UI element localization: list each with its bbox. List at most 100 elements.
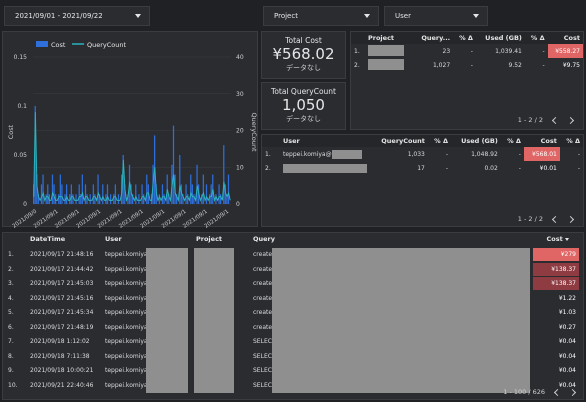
table-row[interactable]: 5. 2021/09/17 21:45:34 teppei.komiyat creat… [3, 306, 583, 321]
col-datetime[interactable]: DateTime [30, 235, 66, 243]
cost-bar [42, 174, 44, 204]
table-row[interactable]: 8. 2021/09/18 7:11:38 teppei.komiyat SELECT… [3, 350, 583, 365]
col-used-gb[interactable]: Used (GB) [485, 34, 522, 42]
y-tick-right: 20 [236, 128, 244, 135]
pct-cell: - [445, 150, 448, 158]
user-filter[interactable]: User [384, 6, 488, 26]
legend-cost-label: Cost [51, 41, 66, 49]
user-cell: teppei.komiyat [105, 338, 146, 345]
datetime-cell: 2021/09/18 10:00:21 [30, 367, 94, 374]
col-pct-delta[interactable]: % Δ [530, 34, 545, 42]
row-index: 1. [354, 47, 360, 55]
next-page-icon[interactable] [566, 116, 575, 124]
col-project[interactable]: Project [368, 34, 395, 42]
total-cost-card: Total Cost ¥568.02 データなし [261, 31, 346, 79]
table-row[interactable]: 1. teppei.komiya@ 1,033 - 1,048.92 - ¥56… [262, 147, 583, 161]
row-index: 1. [8, 251, 14, 258]
total-cost-value: ¥568.02 [272, 45, 335, 63]
table-row[interactable]: 2. 2021/09/17 21:44:42 teppei.komiyat creat… [3, 262, 583, 278]
col-used-gb[interactable]: Used (GB) [461, 137, 498, 145]
redacted-block [194, 248, 234, 393]
total-querycount-value: 1,050 [282, 96, 325, 114]
datetime-cell: 2021/09/18 1:12:02 [30, 338, 90, 345]
datetime-cell: 2021/09/18 7:11:38 [30, 352, 90, 360]
col-project[interactable]: Project [196, 235, 223, 243]
cost-querycount-chart: Cost QueryCount 0.15 0.1 0.05 0 40 30 20 10 0 Cost Q… [7, 41, 258, 228]
col-querycount[interactable]: QueryCount [381, 137, 425, 145]
y-tick-right: 0 [236, 201, 240, 208]
prev-page-icon[interactable] [551, 116, 560, 124]
cost-bar [69, 194, 71, 204]
col-pct-delta[interactable]: % Δ [507, 137, 521, 145]
next-page-icon[interactable] [566, 215, 575, 223]
cost-bar [185, 184, 187, 204]
cost-bar [114, 184, 116, 204]
cost-bar [193, 194, 195, 204]
prev-page-icon[interactable] [553, 388, 562, 396]
cost-bar [99, 194, 101, 204]
project-filter[interactable]: Project [263, 6, 379, 26]
table-row[interactable]: 3. 2021/09/17 21:45:03 teppei.komiyat creat… [3, 277, 583, 292]
cost-bar [141, 184, 143, 204]
cost-cell: ¥138.37 [533, 262, 579, 276]
table-row[interactable]: 6. 2021/09/17 21:48:19 teppei.komiyat creat… [3, 321, 583, 336]
table-row[interactable]: 1. 2021/09/17 21:48:16 teppei.komiyat creat… [3, 248, 583, 263]
date-range-selector[interactable]: 2021/09/01 - 2021/09/22 [4, 6, 150, 26]
cost-bar [97, 174, 99, 204]
cost-bar [45, 194, 47, 204]
cost-cell: ¥1.03 [558, 309, 576, 316]
cost-cell: ¥0.27 [558, 323, 576, 331]
col-cost[interactable]: Cost [563, 34, 580, 42]
cost-bar [224, 184, 226, 204]
total-cost-sub: データなし [286, 64, 321, 72]
table-row[interactable]: 2. 1,027 - 9.52 - ¥9.75 [351, 58, 583, 72]
col-user[interactable]: User [105, 235, 122, 243]
row-index: 2. [8, 265, 14, 273]
col-querycount[interactable]: Query... [421, 34, 451, 42]
col-pct-delta[interactable]: % Δ [459, 34, 473, 42]
col-query[interactable]: Query [253, 235, 276, 243]
next-page-icon[interactable] [568, 388, 577, 396]
user-cell [280, 161, 370, 175]
table-row[interactable]: 2. 17 - 0.02 - ¥0.01 - [262, 161, 583, 175]
col-pct-delta[interactable]: % Δ [566, 137, 580, 145]
col-cost[interactable]: Cost [540, 137, 557, 145]
user-cell: teppei.komiyat [105, 265, 146, 273]
user-table: User QueryCount % Δ Used (GB) % Δ Cost %… [262, 135, 583, 175]
redacted-block [146, 248, 188, 393]
cost-bar [209, 194, 211, 204]
cost-bar [36, 174, 38, 204]
prev-page-icon[interactable] [551, 215, 560, 223]
pct-cell: - [577, 150, 580, 158]
query-cell: create [253, 323, 272, 331]
legend-querycount-label: QueryCount [87, 41, 127, 49]
total-querycount-sub: データなし [286, 115, 321, 123]
total-querycount-label: Total QueryCount [271, 87, 336, 96]
query-cell: SELECT [253, 338, 272, 345]
col-user[interactable]: User [283, 137, 300, 145]
cost-bar [190, 174, 192, 204]
col-pct-delta[interactable]: % Δ [434, 137, 448, 145]
user-cell: teppei.komiyat [105, 367, 146, 374]
cost-bar [92, 184, 94, 204]
query-cell: create [253, 251, 272, 258]
table-row[interactable]: 9. 2021/09/18 10:00:21 teppei.komiyat SELEC… [3, 364, 583, 379]
pct-cell: - [518, 150, 521, 158]
table-row[interactable]: 7. 2021/09/18 1:12:02 teppei.komiyat SELECT… [3, 335, 583, 350]
used-cell: 1,048.92 [471, 150, 498, 158]
col-cost[interactable]: Cost [547, 235, 569, 243]
pagination: 1 - 2 / 2 [518, 215, 575, 223]
cost-bar [89, 194, 91, 204]
table-row[interactable]: 10. 2021/09/21 22:40:46 teppei.komiyat SELE… [3, 379, 583, 394]
total-querycount-card: Total QueryCount 1,050 データなし [261, 82, 346, 130]
pager-label: 1 - 2 / 2 [517, 116, 543, 124]
table-row[interactable]: 4. 2021/09/17 21:45:16 teppei.komiyat creat… [3, 292, 583, 307]
query-cell: create [253, 265, 272, 273]
user-cell: teppei.komiyat [105, 294, 146, 302]
table-row[interactable]: 1. 23 - 1,039.41 - ¥558.27 [351, 44, 583, 58]
y-tick-right: 40 [236, 54, 244, 61]
redacted-block [331, 149, 362, 159]
datetime-cell: 2021/09/17 21:45:03 [30, 280, 94, 287]
cost-bar [172, 125, 175, 204]
query-cell: create [253, 294, 272, 302]
